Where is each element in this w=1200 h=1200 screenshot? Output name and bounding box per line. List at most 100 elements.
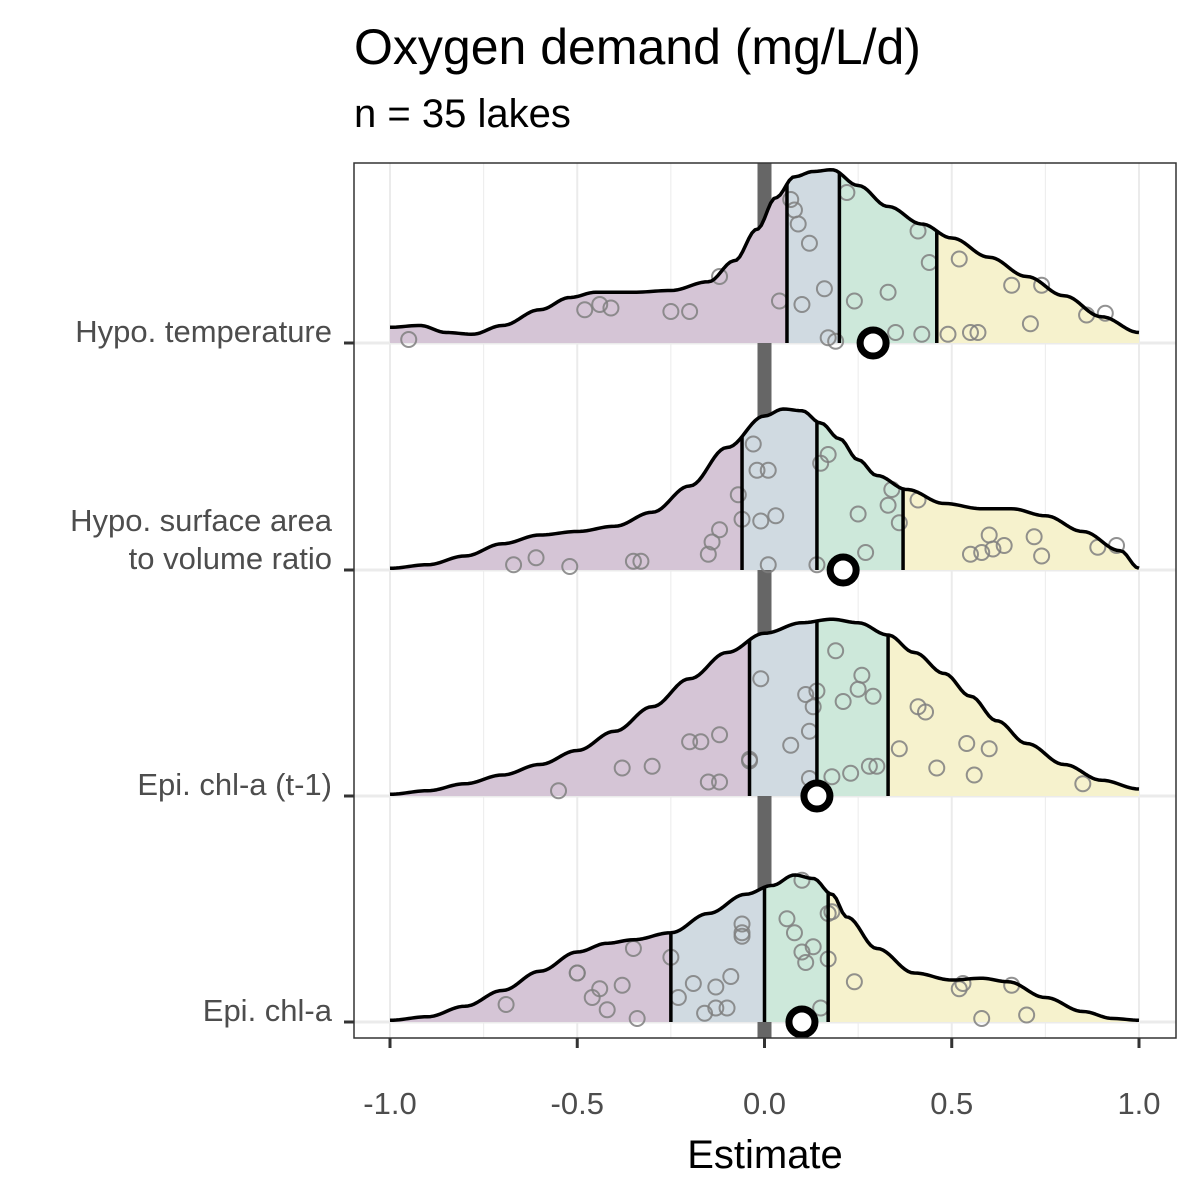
data-point (1033, 276, 1051, 294)
data-point (980, 740, 998, 758)
data-point (913, 325, 931, 343)
data-point (879, 283, 897, 301)
quantile-band-0 (390, 932, 671, 1022)
data-point (505, 556, 523, 574)
x-tick-label: -0.5 (551, 1086, 604, 1121)
data-point (793, 943, 811, 961)
density-curve (389, 168, 1140, 336)
data-point (965, 766, 983, 784)
chart-subtitle: n = 35 lakes (354, 92, 571, 136)
data-point (613, 759, 631, 777)
quantile-band-3 (828, 892, 1139, 1022)
data-point (857, 544, 875, 561)
quantile-band-1 (742, 409, 817, 570)
data-point (681, 733, 699, 751)
data-point (591, 980, 609, 998)
data-point (703, 533, 721, 551)
data-point (827, 642, 845, 660)
ridge-2 (389, 617, 1140, 813)
data-point (969, 324, 987, 341)
data-point (733, 924, 751, 942)
data-point (707, 978, 725, 996)
quantile-band-1 (786, 169, 840, 343)
y-tick-label: Epi. chl-a (t-1) (137, 767, 332, 802)
data-point (954, 975, 972, 992)
y-tick-label: Hypo. surface area (70, 503, 333, 538)
data-point (853, 666, 871, 684)
quantile-band-2 (839, 172, 937, 343)
ridge-3 (389, 871, 1140, 1039)
data-point (842, 764, 860, 782)
quantile-band-0 (390, 639, 750, 796)
data-point (1018, 1006, 1036, 1024)
data-point (1021, 315, 1039, 333)
y-tick-label: to volume ratio (129, 541, 332, 576)
estimate-marker (826, 553, 860, 587)
chart-title: Oxygen demand (mg/L/d) (354, 19, 921, 75)
data-point (1074, 775, 1092, 793)
density-curve (389, 617, 1140, 796)
data-point (400, 331, 418, 348)
data-point (793, 871, 811, 889)
data-point (789, 215, 807, 233)
estimate-marker (785, 1005, 819, 1039)
data-point (744, 435, 762, 453)
data-point (793, 296, 811, 313)
data-point (782, 191, 800, 208)
data-point (1033, 547, 1051, 565)
data-point (711, 268, 729, 285)
data-point (684, 975, 702, 992)
data-point (797, 686, 815, 703)
quantile-band-3 (888, 635, 1139, 796)
x-tick-label: -1.0 (363, 1086, 416, 1121)
quantile-band-1 (749, 621, 817, 796)
data-point (845, 292, 863, 310)
data-point (778, 910, 796, 928)
data-point (800, 234, 818, 252)
x-axis-title: Estimate (687, 1133, 843, 1177)
data-point (681, 303, 699, 320)
data-point (815, 280, 833, 298)
data-point (752, 670, 770, 688)
data-point (973, 1010, 991, 1027)
data-point (819, 446, 837, 463)
estimate-marker (800, 779, 834, 813)
ridges-layer (389, 168, 1140, 1039)
data-point (748, 461, 766, 479)
data-point (958, 735, 976, 752)
density-curve (389, 873, 1140, 1022)
data-point (928, 759, 946, 777)
data-point (868, 757, 886, 775)
quantile-band-3 (903, 488, 1139, 570)
data-point (879, 496, 897, 514)
data-point (598, 1001, 616, 1019)
data-point (1025, 528, 1043, 546)
data-point (823, 768, 841, 786)
ridge-1 (389, 407, 1140, 587)
data-point (568, 964, 586, 982)
data-point (576, 301, 594, 319)
data-point (707, 999, 725, 1017)
density-curve (389, 407, 1140, 570)
data-point (797, 954, 815, 971)
quantile-band-2 (816, 619, 889, 796)
data-point (613, 976, 631, 994)
data-point (718, 999, 736, 1017)
data-point (527, 549, 545, 567)
data-point (782, 736, 800, 754)
data-point (973, 544, 991, 561)
data-point (767, 507, 785, 525)
data-point (699, 773, 717, 791)
x-tick-label: 1.0 (1117, 1086, 1160, 1121)
data-point (834, 693, 852, 710)
data-point (711, 773, 729, 791)
data-point (890, 514, 908, 532)
data-point (950, 250, 968, 268)
data-point (624, 552, 642, 570)
data-point (696, 1004, 714, 1022)
data-point (860, 757, 878, 775)
data-point (864, 687, 882, 705)
data-point (759, 556, 777, 574)
data-point (692, 733, 710, 751)
